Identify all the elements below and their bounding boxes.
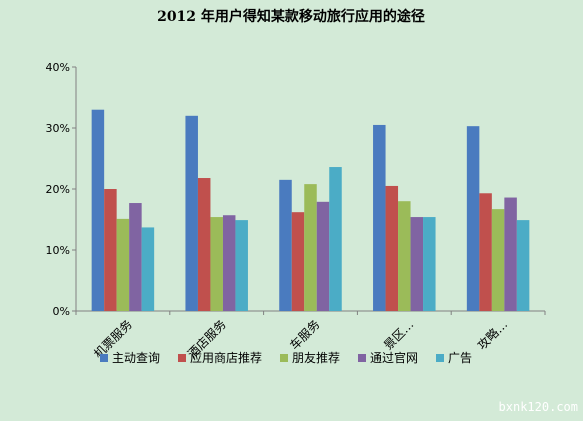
legend-swatch [100,354,108,362]
bar [304,184,317,311]
bar [491,209,505,311]
bar [329,167,342,311]
y-tick-label: 20% [46,183,70,196]
legend-swatch [436,354,444,362]
y-tick-label: 30% [46,122,70,135]
bar [104,189,117,311]
bar [91,109,105,311]
y-tick-label: 40% [46,61,70,74]
bars [91,109,530,311]
legend-label: 应用商店推荐 [190,350,262,365]
bar [479,193,492,311]
bar [466,126,480,311]
bar [385,185,399,311]
bar [316,201,330,311]
y-tick-label: 0% [53,305,70,318]
bar [398,201,411,311]
bar [235,220,248,311]
y-tick-label: 10% [46,244,70,257]
bar [185,115,198,311]
bar [197,178,211,311]
bar [279,179,292,311]
legend-label: 通过官网 [370,350,418,365]
legend-label: 广告 [448,351,472,365]
bar [504,197,517,311]
bar [210,217,223,311]
bar [373,124,386,311]
bar [222,215,236,311]
legend-label: 主动查询 [112,351,160,365]
legend-swatch [178,354,186,362]
legend: 主动查询 应用商店推荐 朋友推荐 通过官网 广告 [100,350,472,365]
bar [516,220,530,311]
bar [423,217,436,311]
legend-label: 朋友推荐 [292,351,340,365]
chart-title: 2012 年用户得知某款移动旅行应用的途径 [157,8,425,25]
bar [116,218,130,311]
bar [291,212,305,311]
bar [141,227,155,311]
legend-swatch [358,354,366,362]
watermark: bxnk120.com [499,400,578,414]
legend-swatch [280,354,288,362]
bar [410,217,424,311]
bar [129,203,142,311]
